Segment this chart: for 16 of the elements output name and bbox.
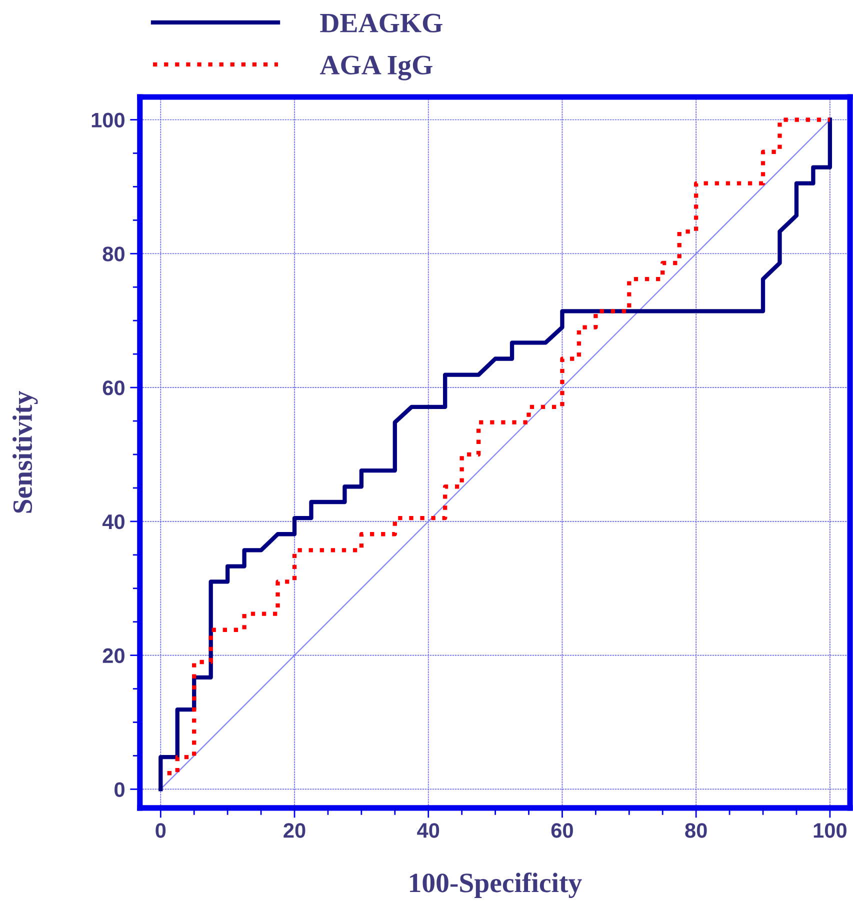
x-tick-label: 40	[417, 823, 440, 838]
y-tick-label: 80	[102, 246, 124, 262]
y-tick-label: 20	[102, 648, 124, 664]
legend-label: AGA IgG	[320, 56, 432, 80]
x-tick-label: 80	[685, 823, 707, 838]
y-tick-label: 60	[102, 380, 124, 396]
x-tick-label: 0	[156, 823, 166, 838]
y-axis-title: Sensitivity	[12, 391, 38, 513]
x-tick-label: 60	[551, 823, 573, 838]
legend-label: DEAGKG	[320, 14, 442, 32]
y-tick-label: 40	[102, 514, 124, 530]
x-tick-label: 20	[284, 823, 306, 838]
y-tick-label: 0	[114, 782, 124, 797]
x-tick-label: 100	[814, 823, 846, 838]
y-tick-label: 100	[92, 112, 124, 128]
x-axis-title: 100-Specificity	[410, 872, 582, 898]
